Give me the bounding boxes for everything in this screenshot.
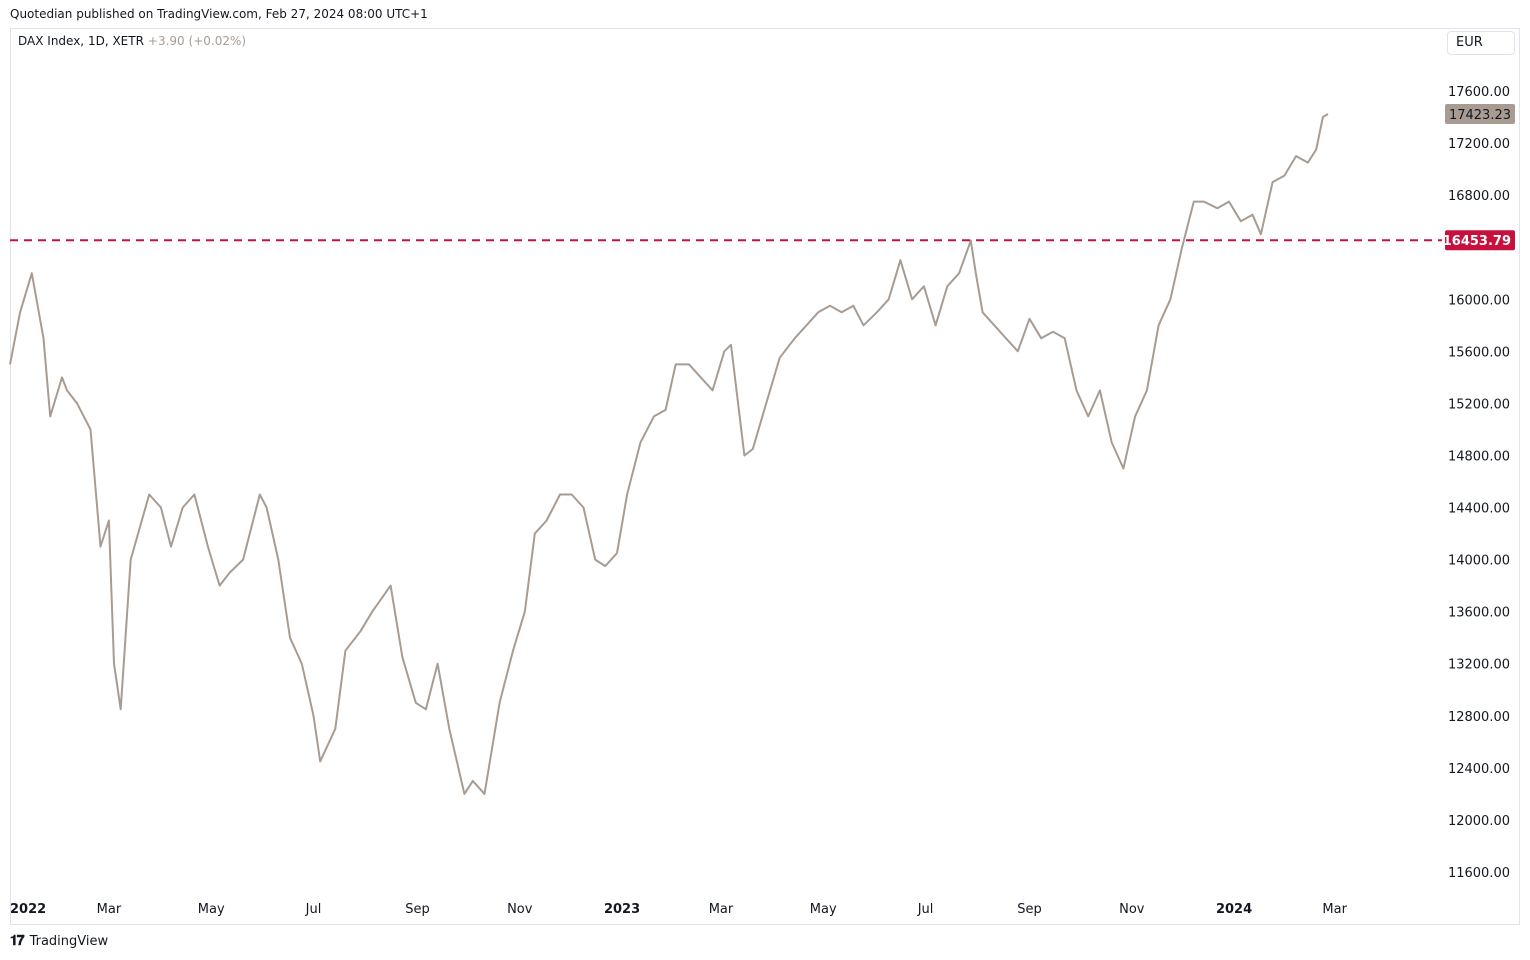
x-tick-label: Sep [1017,902,1042,917]
y-tick-label: 12400.00 [1448,762,1510,777]
y-tick-label: 17200.00 [1448,137,1510,152]
y-tick-label: 11600.00 [1448,866,1510,881]
price-line [9,113,1329,795]
y-tick-label: 13200.00 [1448,658,1510,673]
level-price-tag [1445,230,1515,251]
last-price-label: 17423.23 [1449,108,1511,123]
price-change: +3.90 (+0.02%) [147,34,247,48]
y-tick-label: 14800.00 [1448,449,1510,464]
x-tick-label: Jul [917,902,934,917]
x-tick-label: Mar [97,902,122,917]
y-tick-label: 12800.00 [1448,710,1510,725]
currency-button[interactable]: EUR [1447,31,1515,55]
tradingview-footer[interactable]: 𝟏𝟕 TradingView [10,933,108,949]
x-tick-label: Nov [1119,902,1145,917]
chart-frame [10,28,1520,925]
y-tick-label: 17600.00 [1448,85,1510,100]
y-tick-label: 14000.00 [1448,554,1510,569]
x-tick-label: Mar [709,902,734,917]
x-tick-label: Nov [507,902,533,917]
last-price-tag [1445,104,1515,125]
x-tick-label: 2023 [604,902,640,917]
x-tick-label: 2022 [10,902,46,917]
tradingview-logo-icon: 𝟏𝟕 [10,933,25,949]
y-tick-label: 14400.00 [1448,502,1510,517]
y-tick-label: 16800.00 [1448,189,1510,204]
y-tick-label: 16000.00 [1448,293,1510,308]
x-tick-label: May [810,902,837,917]
x-tick-label: Jul [305,902,322,917]
x-tick-label: 2024 [1216,902,1252,917]
y-tick-label: 13600.00 [1448,606,1510,621]
x-tick-label: Sep [405,902,430,917]
y-tick-label: 12000.00 [1448,814,1510,829]
symbol-legend[interactable]: DAX Index, 1D, XETR +3.90 (+0.02%) [18,34,246,48]
symbol-label: DAX Index, 1D, XETR [18,34,144,48]
published-info: Quotedian published on TradingView.com, … [10,7,428,21]
y-tick-label: 15200.00 [1448,397,1510,412]
brand-label: TradingView [29,933,109,949]
level-price-label: 16453.79 [1443,234,1511,249]
x-tick-label: Mar [1322,902,1347,917]
x-tick-label: May [198,902,225,917]
y-tick-label: 15600.00 [1448,345,1510,360]
